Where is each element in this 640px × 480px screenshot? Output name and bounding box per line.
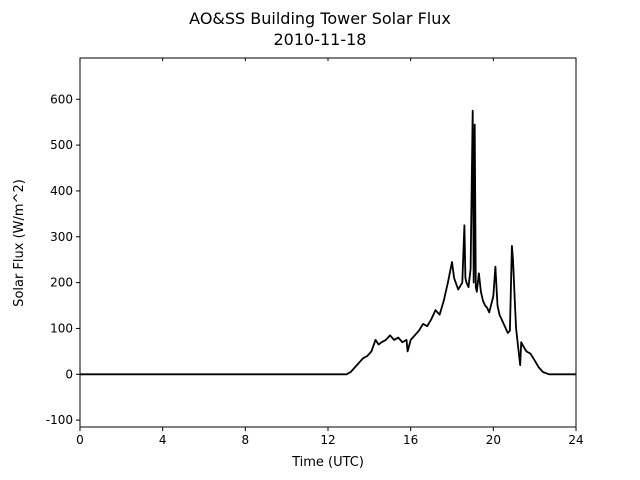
x-tick-label: 20 — [486, 433, 501, 447]
y-tick-label: 200 — [50, 276, 73, 290]
plot-frame — [79, 57, 577, 428]
x-tick-label: 12 — [320, 433, 335, 447]
chart-subtitle: 2010-11-18 — [274, 30, 367, 49]
y-tick-label: 100 — [50, 321, 73, 335]
y-tick-label: 400 — [50, 184, 73, 198]
x-tick-label: 0 — [76, 433, 84, 447]
x-tick-label: 24 — [568, 433, 583, 447]
y-tick-label: 600 — [50, 92, 73, 106]
x-tick-label: 8 — [242, 433, 250, 447]
y-tick-label: 0 — [65, 367, 73, 381]
x-axis-label: Time (UTC) — [291, 455, 364, 470]
x-axis: 0 4 8 12 16 20 24 — [76, 58, 584, 447]
y-axis: -100 0 100 200 300 400 500 600 — [46, 92, 80, 427]
y-tick-label: 500 — [50, 138, 73, 152]
solar-flux-line — [80, 109, 576, 376]
chart-title: AO&SS Building Tower Solar Flux — [189, 9, 451, 28]
y-axis-label: Solar Flux (W/m^2) — [12, 179, 27, 307]
x-tick-label: 4 — [159, 433, 167, 447]
y-tick-label: -100 — [46, 413, 73, 427]
x-tick-label: 16 — [403, 433, 418, 447]
y-tick-label: 300 — [50, 230, 73, 244]
